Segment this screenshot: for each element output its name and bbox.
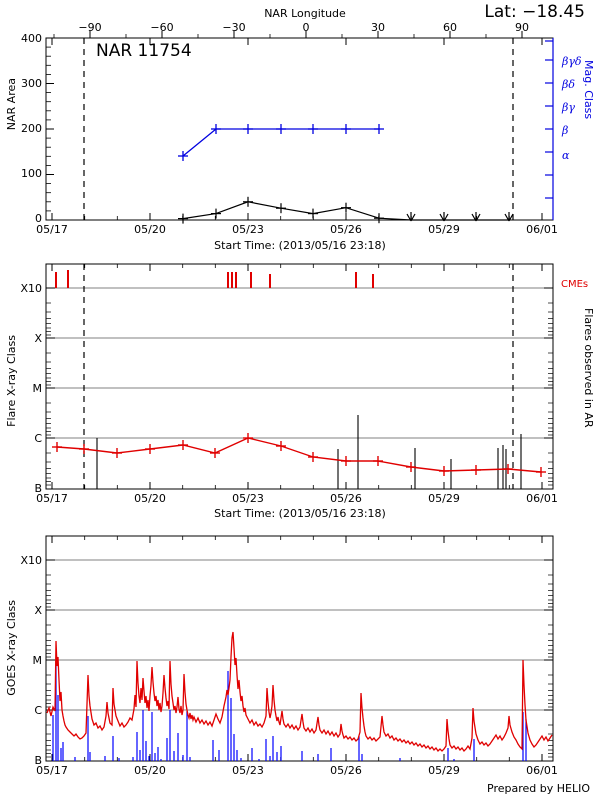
panel2-xtick-3: 05/26 xyxy=(330,492,362,505)
panel3-xtick-5: 06/01 xyxy=(526,764,558,777)
panel2-xtick-5: 06/01 xyxy=(526,492,558,505)
panel1-lat-label: Lat: −18.45 xyxy=(484,2,585,22)
panel3-xtick-2: 05/23 xyxy=(232,764,264,777)
panel3-ytick-b: B xyxy=(34,754,42,767)
panel1-xtick-2: 05/23 xyxy=(232,223,264,236)
flare-ar-panel: Flare X-ray Class Flares observed in AR … xyxy=(0,250,600,520)
panel1-xtick-0: 05/17 xyxy=(36,223,68,236)
panel2-ytick-b: B xyxy=(34,482,42,495)
panel1-mag-class-a: α xyxy=(562,149,570,162)
panel2-ylabel-right: Flares observed in AR xyxy=(582,308,595,428)
panel1-ylabel-right: Mag. Class xyxy=(582,60,595,120)
panel1-xtick-5: 06/01 xyxy=(526,223,558,236)
panel1-top-tick-6: 90 xyxy=(515,21,529,34)
nar-area-panel: NAR Longitude Lat: −18.45 −90 −60 −30 0 … xyxy=(0,0,600,252)
panel1-mag-class-bd: βδ xyxy=(562,78,575,91)
panel1-top-tick-1: −60 xyxy=(150,21,174,34)
panel3-ytick-m: M xyxy=(32,654,43,667)
panel3-plot xyxy=(45,535,554,762)
panel1-top-tick-2: −30 xyxy=(222,21,246,34)
panel2-xtick-1: 05/20 xyxy=(134,492,166,505)
panel1-mag-class-b: β xyxy=(562,124,569,137)
panel3-xtick-3: 05/26 xyxy=(330,764,362,777)
panel2-xtick-2: 05/23 xyxy=(232,492,264,505)
prepared-by-label: Prepared by HELIO xyxy=(487,782,590,795)
panel2-cme-label: CMEs xyxy=(561,279,589,290)
panel1-top-axis-title: NAR Longitude xyxy=(264,7,346,20)
panel2-ytick-x10: X10 xyxy=(20,282,42,295)
panel2-xtick-4: 05/29 xyxy=(428,492,460,505)
panel3-xtick-4: 05/29 xyxy=(428,764,460,777)
panel3-xtick-0: 05/17 xyxy=(36,764,68,777)
panel1-ytick-200: 200 xyxy=(21,122,42,135)
panel1-plot xyxy=(45,31,554,224)
panel2-plot xyxy=(45,263,554,490)
panel1-top-tick-4: 30 xyxy=(371,21,385,34)
goes-xray-panel: GOES X-ray Class X10 X M C B xyxy=(0,520,600,800)
panel2-ytick-m: M xyxy=(32,382,43,395)
panel1-top-tick-0: −90 xyxy=(78,21,102,34)
panel1-caption: Start Time: (2013/05/16 23:18) xyxy=(214,239,386,252)
panel3-ytick-x10: X10 xyxy=(20,554,42,567)
panel1-mag-class-bg: βγ xyxy=(562,101,575,114)
panel1-ytick-300: 300 xyxy=(21,77,42,90)
panel1-ytick-100: 100 xyxy=(21,167,42,180)
panel1-xtick-4: 05/29 xyxy=(428,223,460,236)
panel3-xtick-1: 05/20 xyxy=(134,764,166,777)
panel1-xtick-3: 05/26 xyxy=(330,223,362,236)
cme-markers xyxy=(55,270,374,288)
panel1-top-tick-3: 0 xyxy=(302,21,310,34)
panel1-ytick-0: 0 xyxy=(35,212,42,225)
panel2-ytick-x: X xyxy=(34,332,42,345)
panel2-caption: Start Time: (2013/05/16 23:18) xyxy=(214,507,386,520)
panel1-title: NAR 11754 xyxy=(96,41,192,61)
panel1-top-tick-5: 60 xyxy=(443,21,457,34)
panel1-xtick-1: 05/20 xyxy=(134,223,166,236)
panel3-ytick-x: X xyxy=(34,604,42,617)
panel3-ytick-c: C xyxy=(34,704,42,717)
panel1-mag-class-bgd: βγδ xyxy=(562,55,582,68)
panel2-ytick-c: C xyxy=(34,432,42,445)
panel2-xtick-0: 05/17 xyxy=(36,492,68,505)
panel1-ytick-400: 400 xyxy=(21,32,42,45)
